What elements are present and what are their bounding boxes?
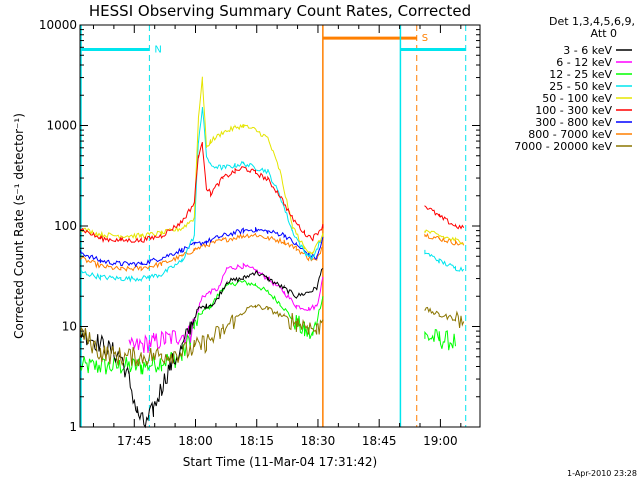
y-tick-label: 1000: [46, 119, 77, 133]
x-tick-label: 18:30: [301, 434, 336, 448]
series-line: [79, 279, 456, 375]
legend-entry-label: 800 - 7000 keV: [528, 128, 612, 141]
region-label: N: [154, 45, 161, 56]
x-tick-label: 18:00: [178, 434, 213, 448]
legend-entry-label: 50 - 100 keV: [542, 92, 612, 105]
legend-entry-label: 12 - 25 keV: [549, 68, 612, 81]
legend-entry-label: 3 - 6 keV: [563, 44, 612, 57]
instrument-region-markers: NS: [80, 25, 467, 427]
legend-entry-label: 100 - 300 keV: [535, 104, 612, 117]
region-label: S: [422, 33, 428, 44]
legend-entry-label: 25 - 50 keV: [549, 80, 612, 93]
y-axis-ticks: 1 10 100 1000 10000: [39, 18, 480, 434]
x-tick-label: 18:15: [239, 434, 274, 448]
y-tick-label: 10: [62, 320, 77, 334]
legend-entry-label: 6 - 12 keV: [556, 56, 612, 69]
series-line: [79, 76, 464, 256]
y-tick-label: 10000: [39, 18, 77, 32]
y-axis-label: Corrected Count Rate (s⁻¹ detector⁻¹): [12, 113, 26, 339]
legend-header: Att 0: [591, 27, 617, 40]
x-tick-label: 18:45: [362, 434, 397, 448]
legend-entry-label: 300 - 800 keV: [535, 116, 612, 129]
footer-timestamp: 1-Apr-2010 23:28: [567, 469, 637, 478]
series-line: [79, 106, 465, 283]
series-line: [79, 227, 324, 268]
legend-header: Det 1,3,4,5,6,9,: [549, 15, 635, 28]
y-tick-label: 100: [54, 219, 77, 233]
series-line: [79, 303, 465, 367]
x-tick-label: 17:45: [117, 434, 152, 448]
x-axis-label: Start Time (11-Mar-04 17:31:42): [183, 455, 377, 469]
series-line: [79, 141, 465, 243]
x-tick-label: 19:00: [423, 434, 458, 448]
series-line: [79, 232, 465, 272]
legend-entry-label: 7000 - 20000 keV: [514, 140, 612, 153]
series-lines: [79, 76, 465, 429]
x-axis-ticks: 17:45 18:00 18:15 18:30 18:45 19:00: [92, 25, 462, 448]
series-line: [79, 268, 324, 429]
series-line: [128, 262, 324, 354]
chart-title: HESSI Observing Summary Count Rates, Cor…: [89, 2, 471, 20]
y-tick-label: 1: [69, 420, 77, 434]
